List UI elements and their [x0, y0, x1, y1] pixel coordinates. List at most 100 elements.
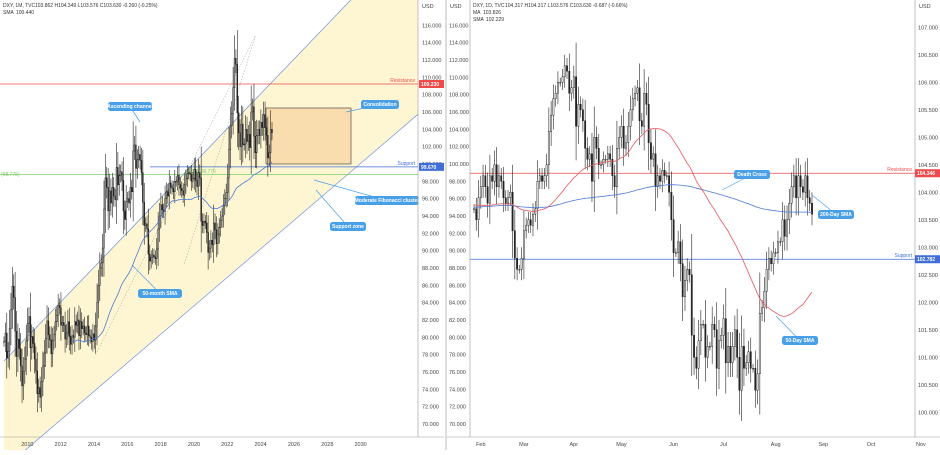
candle [513, 209, 516, 280]
svg-text:Consolidation: Consolidation [363, 102, 396, 108]
right-header-ma-value: 103.826 [483, 10, 501, 16]
candle [786, 205, 788, 251]
candle [64, 311, 66, 353]
candle [232, 66, 234, 135]
left-y-tick: 76.000 [422, 370, 439, 376]
candle [550, 100, 553, 147]
candle [26, 307, 29, 357]
left-y-tick: 78.000 [422, 353, 439, 359]
candle [58, 298, 61, 315]
right-y-tick: 102.000 [918, 300, 938, 306]
candle [511, 164, 514, 259]
right-x-tick: Sep [818, 442, 828, 448]
candle [681, 239, 684, 321]
candle [207, 215, 209, 270]
left-x-tick: 2020 [188, 442, 200, 448]
left-x-tick: 2014 [88, 442, 100, 448]
candle [482, 164, 484, 198]
candle [262, 101, 265, 141]
right-y-tick: 100.000 [918, 410, 938, 416]
svg-text:Moderate Fibonacci cluster: Moderate Fibonacci cluster [355, 198, 420, 204]
left-y-axis-bg [418, 0, 445, 437]
svg-text:Death Cross: Death Cross [737, 172, 767, 178]
candle [40, 366, 43, 412]
candle [111, 172, 114, 218]
right-y-tick: 101.000 [918, 355, 938, 361]
candle [226, 163, 229, 207]
candle [8, 309, 11, 370]
candle [212, 204, 215, 263]
candle [566, 58, 568, 79]
right-left-tick: 92.000 [449, 231, 466, 237]
right-x-tick: Apr [570, 442, 579, 448]
candle [156, 238, 158, 270]
candle [541, 168, 543, 189]
candle [740, 315, 743, 422]
candle [686, 258, 689, 292]
candle [35, 346, 37, 384]
candle [554, 85, 557, 107]
candle [733, 315, 736, 361]
callout-50-month-sma: 50-month SMA [131, 264, 182, 298]
candle [695, 346, 698, 380]
right-header-ohlc: 104.317 H104.317 L103.576 C103.630 -0.68… [505, 3, 628, 9]
right-left-tick: 100.000 [449, 162, 469, 168]
candle [752, 363, 754, 373]
candle [157, 211, 159, 267]
candle [219, 210, 222, 237]
right-header-sma-label: SMA [473, 17, 485, 23]
candle [15, 310, 18, 377]
candle [140, 148, 143, 186]
candle [200, 146, 202, 253]
right-ma-line [474, 184, 813, 213]
fib-mid-label: 61.8% 98.775 [185, 169, 216, 175]
channel-lower [19, 114, 419, 455]
candle [611, 144, 614, 191]
left-y-tick: 108.000 [422, 93, 442, 99]
left-support-tag: 99.670 [419, 162, 444, 171]
candle [625, 135, 627, 156]
right-y-tick: 105.000 [918, 135, 938, 141]
candle [65, 324, 68, 348]
right-left-tick: 94.000 [449, 214, 466, 220]
candle [736, 308, 739, 379]
right-left-tick: 70.000 [449, 422, 466, 428]
candle [181, 181, 183, 198]
candle [74, 307, 76, 352]
candle [115, 143, 118, 224]
candle [559, 77, 562, 87]
consolidation-box [265, 107, 352, 165]
candle [24, 346, 26, 384]
candle [192, 171, 194, 189]
candle [146, 215, 148, 238]
candle [187, 166, 190, 180]
candle [203, 213, 205, 234]
candle [67, 309, 69, 345]
candle [88, 315, 90, 347]
candle [108, 173, 111, 228]
right-y-tick: 105.500 [918, 108, 938, 114]
candle [56, 306, 58, 331]
svg-text:Ascending channel: Ascending channel [107, 104, 153, 110]
candle [532, 203, 534, 237]
candle [242, 106, 244, 163]
candle [504, 190, 507, 211]
candle [151, 248, 154, 265]
candle [606, 146, 609, 167]
candle [149, 244, 151, 271]
right-resistance-label: Resistance [887, 167, 912, 173]
candle [579, 96, 582, 118]
candle [247, 125, 250, 151]
candle [256, 119, 258, 169]
candle [46, 305, 48, 354]
candle [11, 266, 14, 329]
candle [591, 132, 593, 203]
left-y-tick: 112.000 [422, 58, 441, 64]
left-chart: Resistance Support (98.775) 61.8% 98.775 As… [0, 0, 445, 455]
candle [779, 237, 782, 247]
candle [76, 311, 79, 334]
left-y-tick: 102.000 [422, 145, 442, 151]
candle [17, 323, 19, 372]
candle [529, 212, 532, 233]
candle [749, 337, 752, 383]
